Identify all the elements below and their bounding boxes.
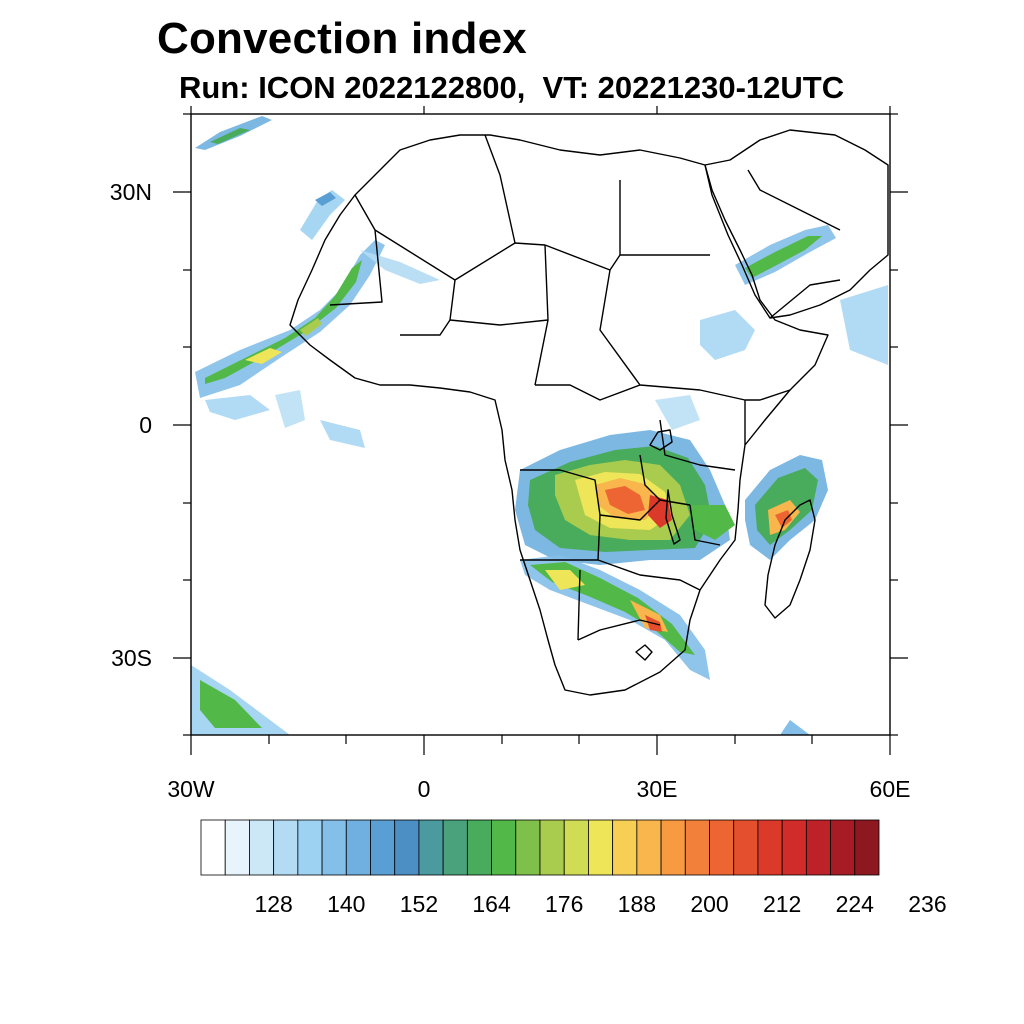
colorbar-swatch — [830, 819, 856, 876]
lat-label-0: 0 — [139, 412, 152, 438]
colorbar-swatch — [297, 819, 323, 876]
colorbar-label: 200 — [690, 891, 728, 917]
colorbar-swatch — [684, 819, 710, 876]
colorbar-swatch — [273, 819, 299, 876]
convection-field — [191, 116, 888, 735]
colorbar-swatch — [442, 819, 468, 876]
colorbar-swatch — [563, 819, 589, 876]
colorbar-swatch — [200, 819, 226, 876]
colorbar-label: 212 — [763, 891, 801, 917]
colorbar-swatch — [394, 819, 420, 876]
lat-label-30s: 30S — [111, 645, 152, 671]
colorbar-swatch — [345, 819, 371, 876]
colorbar-label: 188 — [618, 891, 656, 917]
colorbar: 128 140 152 164 176 188 200 212 224 236 — [200, 819, 947, 917]
colorbar-swatch — [515, 819, 541, 876]
colorbar-swatch — [321, 819, 347, 876]
colorbar-swatch — [418, 819, 444, 876]
colorbar-swatch — [733, 819, 759, 876]
lon-label-30e: 30E — [637, 776, 678, 802]
colorbar-label: 164 — [472, 891, 511, 917]
colorbar-swatch — [588, 819, 614, 876]
colorbar-swatch — [854, 819, 880, 876]
colorbar-label: 176 — [545, 891, 583, 917]
colorbar-swatch — [709, 819, 735, 876]
lon-label-30w: 30W — [167, 776, 215, 802]
colorbar-swatch — [370, 819, 396, 876]
colorbar-label: 128 — [254, 891, 292, 917]
plot-frame — [190, 113, 891, 736]
lon-label-60e: 60E — [870, 776, 911, 802]
colorbar-label: 224 — [836, 891, 875, 917]
lon-label-0: 0 — [418, 776, 431, 802]
colorbar-swatch — [781, 819, 807, 876]
colorbar-label: 236 — [908, 891, 946, 917]
colorbar-swatch — [539, 819, 565, 876]
colorbar-label: 140 — [327, 891, 365, 917]
colorbar-swatch — [660, 819, 686, 876]
chart-title: Convection index — [157, 14, 527, 63]
colorbar-swatch — [466, 819, 492, 876]
colorbar-swatch — [612, 819, 638, 876]
coastline-borders — [289, 129, 889, 696]
colorbar-swatch — [805, 819, 831, 876]
colorbar-swatch — [757, 819, 783, 876]
lat-label-30n: 30N — [110, 179, 152, 205]
axis-ticks — [173, 106, 908, 755]
colorbar-swatch — [249, 819, 275, 876]
colorbar-swatch — [636, 819, 662, 876]
colorbar-swatch — [224, 819, 250, 876]
chart-subtitle: Run: ICON 2022122800, VT: 20221230-12UTC — [179, 70, 845, 105]
colorbar-label: 152 — [400, 891, 438, 917]
colorbar-swatch — [491, 819, 517, 876]
